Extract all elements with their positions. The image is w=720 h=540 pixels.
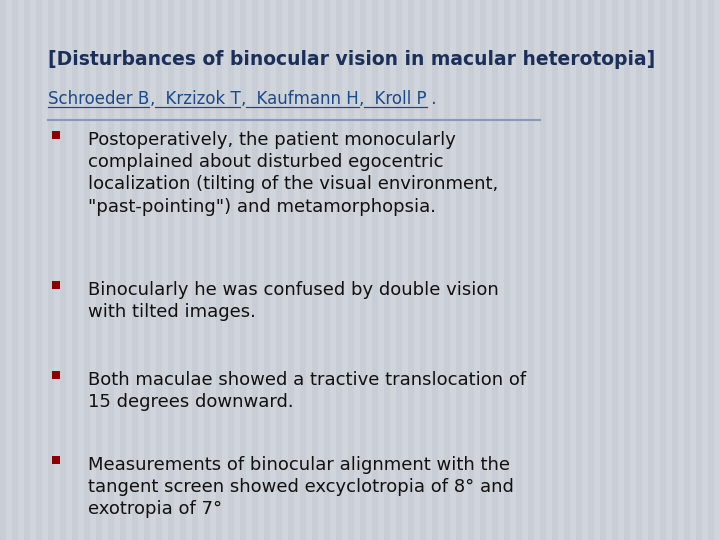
- Text: Schroeder B: Schroeder B: [48, 90, 149, 108]
- Bar: [72, 0, 78, 540]
- Bar: [612, 0, 618, 540]
- Bar: [48, 0, 54, 540]
- Bar: [480, 0, 486, 540]
- Text: Kroll P: Kroll P: [364, 90, 426, 108]
- Bar: [420, 0, 426, 540]
- Bar: [396, 0, 402, 540]
- Bar: [528, 0, 534, 540]
- Bar: [156, 0, 162, 540]
- Bar: [0, 0, 6, 540]
- Bar: [408, 0, 414, 540]
- Bar: [576, 0, 582, 540]
- Bar: [132, 0, 138, 540]
- Bar: [180, 0, 186, 540]
- Text: Both maculae showed a tractive translocation of
15 degrees downward.: Both maculae showed a tractive transloca…: [88, 371, 526, 411]
- Bar: [12, 0, 18, 540]
- Bar: [600, 0, 606, 540]
- Bar: [516, 0, 522, 540]
- Bar: [240, 0, 246, 540]
- Text: .: .: [426, 90, 437, 108]
- Bar: [432, 0, 438, 540]
- Bar: [84, 0, 90, 540]
- Bar: [252, 0, 258, 540]
- Bar: [276, 0, 282, 540]
- Bar: [24, 0, 30, 540]
- Bar: [504, 0, 510, 540]
- Bar: [52, 131, 60, 139]
- Bar: [228, 0, 234, 540]
- Bar: [552, 0, 558, 540]
- Bar: [52, 371, 60, 379]
- Bar: [708, 0, 714, 540]
- Text: Krzizok T: Krzizok T: [155, 90, 240, 108]
- Bar: [696, 0, 702, 540]
- Bar: [96, 0, 102, 540]
- Bar: [36, 0, 42, 540]
- Text: ,: ,: [359, 90, 364, 108]
- Bar: [216, 0, 222, 540]
- Bar: [672, 0, 678, 540]
- Bar: [660, 0, 666, 540]
- Text: Measurements of binocular alignment with the
tangent screen showed excyclotropia: Measurements of binocular alignment with…: [88, 456, 514, 518]
- Bar: [372, 0, 378, 540]
- Bar: [444, 0, 450, 540]
- Bar: [684, 0, 690, 540]
- Bar: [456, 0, 462, 540]
- Bar: [648, 0, 654, 540]
- Bar: [348, 0, 354, 540]
- Text: Postoperatively, the patient monocularly
complained about disturbed egocentric
l: Postoperatively, the patient monocularly…: [88, 131, 498, 215]
- Bar: [204, 0, 210, 540]
- Bar: [288, 0, 294, 540]
- Bar: [144, 0, 150, 540]
- Bar: [168, 0, 174, 540]
- Text: ,: ,: [240, 90, 246, 108]
- Bar: [360, 0, 366, 540]
- Bar: [492, 0, 498, 540]
- Bar: [300, 0, 306, 540]
- Bar: [312, 0, 318, 540]
- Bar: [468, 0, 474, 540]
- Bar: [384, 0, 390, 540]
- Bar: [60, 0, 66, 540]
- Text: [Disturbances of binocular vision in macular heterotopia]: [Disturbances of binocular vision in mac…: [48, 50, 655, 69]
- Text: Binocularly he was confused by double vision
with tilted images.: Binocularly he was confused by double vi…: [88, 281, 499, 321]
- Text: ,: ,: [149, 90, 155, 108]
- Bar: [52, 281, 60, 289]
- Bar: [336, 0, 342, 540]
- Bar: [108, 0, 114, 540]
- Bar: [324, 0, 330, 540]
- Bar: [192, 0, 198, 540]
- Bar: [52, 456, 60, 464]
- Bar: [564, 0, 570, 540]
- Bar: [540, 0, 546, 540]
- Bar: [264, 0, 270, 540]
- Bar: [120, 0, 126, 540]
- Bar: [624, 0, 630, 540]
- Text: Kaufmann H: Kaufmann H: [246, 90, 359, 108]
- Bar: [588, 0, 594, 540]
- Bar: [636, 0, 642, 540]
